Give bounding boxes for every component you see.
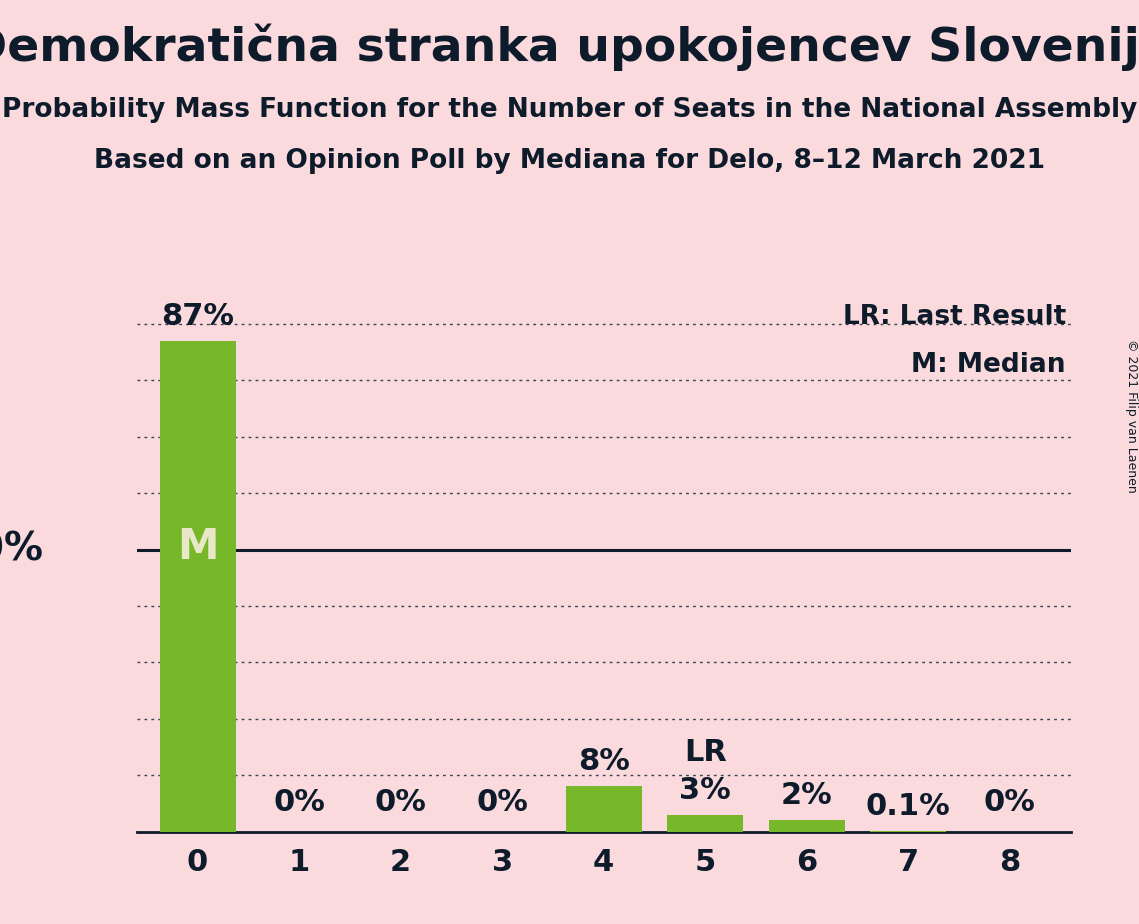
Text: 0.1%: 0.1% <box>866 792 951 821</box>
Text: 0%: 0% <box>375 788 427 818</box>
Bar <box>667 815 744 832</box>
Text: 0%: 0% <box>273 788 325 818</box>
Text: © 2021 Filip van Laenen: © 2021 Filip van Laenen <box>1124 339 1138 492</box>
Text: M: M <box>177 526 219 568</box>
Text: LR: Last Result: LR: Last Result <box>843 304 1066 330</box>
Text: 8%: 8% <box>577 748 630 776</box>
Bar <box>566 786 641 832</box>
Text: Probability Mass Function for the Number of Seats in the National Assembly: Probability Mass Function for the Number… <box>2 97 1137 123</box>
Text: 50%: 50% <box>0 530 43 568</box>
Text: 2%: 2% <box>781 781 833 810</box>
Text: M: Median: M: Median <box>911 352 1066 378</box>
Text: 3%: 3% <box>679 775 731 805</box>
Text: 0%: 0% <box>984 788 1035 818</box>
Text: 87%: 87% <box>161 301 235 331</box>
Text: LR: LR <box>683 737 727 767</box>
Bar <box>769 821 845 832</box>
Text: 0%: 0% <box>476 788 528 818</box>
Text: Based on an Opinion Poll by Mediana for Delo, 8–12 March 2021: Based on an Opinion Poll by Mediana for … <box>93 148 1046 174</box>
Text: Demokratična stranka upokojencev Slovenije: Demokratična stranka upokojencev Sloveni… <box>0 23 1139 70</box>
Bar <box>159 341 236 832</box>
